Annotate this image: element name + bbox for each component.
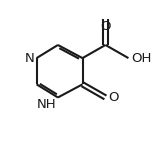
Text: N: N: [24, 52, 34, 65]
Text: O: O: [108, 91, 118, 104]
Text: OH: OH: [131, 52, 151, 65]
Text: O: O: [100, 20, 111, 33]
Text: NH: NH: [37, 98, 56, 111]
